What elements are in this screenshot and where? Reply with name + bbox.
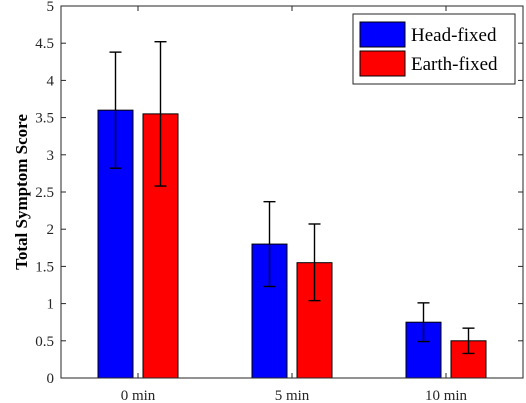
legend-label-1: Earth-fixed [411, 54, 498, 75]
plot-area: 0 0.5 1 1.5 2 2.5 3 3.5 4 4.5 5 0 min 5 min 10 min [35, 0, 523, 403]
y-tick-label-8: 4 [47, 73, 55, 89]
y-tick-label-6: 3 [47, 148, 55, 164]
x-tick-label-1: 5 min [275, 388, 310, 403]
y-axis-label: Total Symptom Score [12, 114, 31, 270]
y-tick-label-7: 3.5 [35, 111, 54, 127]
y-tick-label-0: 0 [47, 371, 55, 387]
legend-label-0: Head-fixed [411, 25, 497, 46]
y-tick-label-1: 0.5 [35, 334, 54, 350]
legend-swatch-1 [359, 50, 406, 77]
legend-swatch-0 [359, 21, 406, 48]
x-tick-label-2: 10 min [425, 388, 468, 403]
legend: Head-fixed Earth-fixed [352, 13, 516, 85]
y-tick-label-2: 1 [47, 297, 55, 313]
x-tick-label-0: 0 min [121, 388, 156, 403]
y-tick-label-9: 4.5 [35, 36, 54, 52]
y-tick-label-10: 5 [47, 0, 55, 15]
y-tick-label-5: 2.5 [35, 185, 54, 201]
y-tick-label-4: 2 [47, 222, 55, 238]
y-tick-label-3: 1.5 [35, 259, 54, 275]
axes-frame [60, 5, 524, 379]
